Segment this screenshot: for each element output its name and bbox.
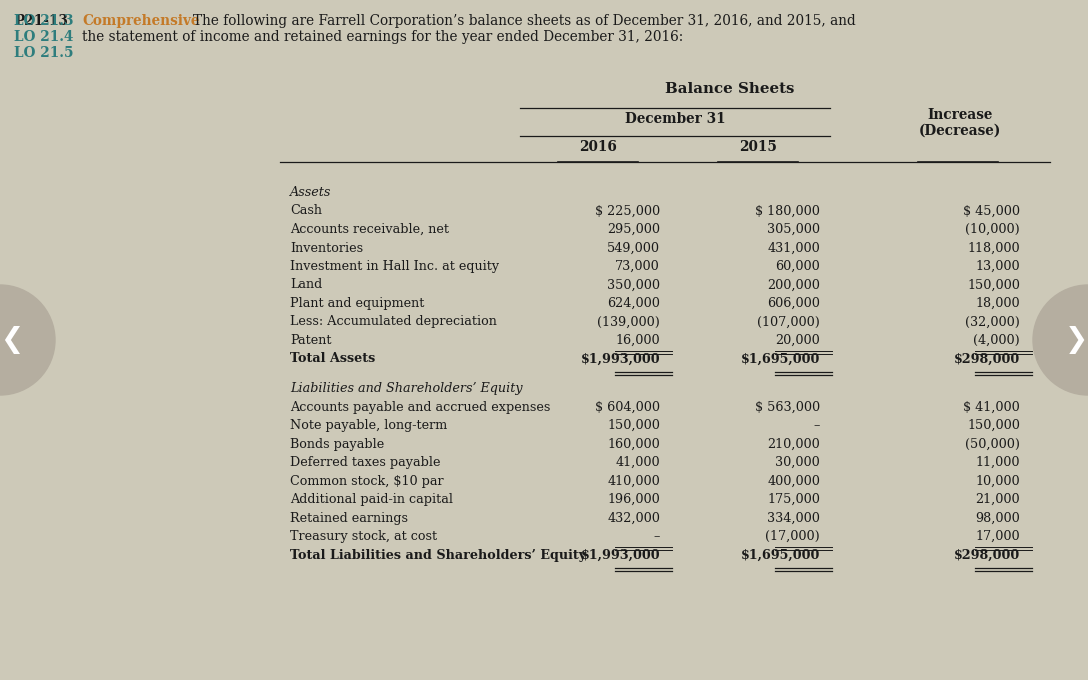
Text: –: – — [814, 419, 820, 432]
Text: 13,000: 13,000 — [975, 260, 1021, 273]
Text: 295,000: 295,000 — [607, 223, 660, 236]
Text: (4,000): (4,000) — [974, 334, 1021, 347]
Text: $1,993,000: $1,993,000 — [580, 352, 660, 366]
Text: Bonds payable: Bonds payable — [290, 438, 384, 451]
Text: $ 45,000: $ 45,000 — [963, 205, 1021, 218]
Text: (139,000): (139,000) — [597, 316, 660, 328]
Text: $ 225,000: $ 225,000 — [595, 205, 660, 218]
Text: Retained earnings: Retained earnings — [290, 511, 408, 524]
Text: 175,000: 175,000 — [767, 493, 820, 506]
Text: $298,000: $298,000 — [954, 352, 1021, 366]
Text: 150,000: 150,000 — [607, 419, 660, 432]
Text: (32,000): (32,000) — [965, 316, 1021, 328]
Text: 2015: 2015 — [739, 140, 777, 154]
Text: 350,000: 350,000 — [607, 279, 660, 292]
Text: 16,000: 16,000 — [616, 334, 660, 347]
Text: 160,000: 160,000 — [607, 438, 660, 451]
Text: $ 604,000: $ 604,000 — [595, 401, 660, 413]
Text: ❮: ❮ — [0, 326, 24, 354]
Text: Less: Accumulated depreciation: Less: Accumulated depreciation — [290, 316, 497, 328]
Text: 334,000: 334,000 — [767, 511, 820, 524]
Text: 200,000: 200,000 — [767, 279, 820, 292]
Text: 17,000: 17,000 — [975, 530, 1021, 543]
Text: Deferred taxes payable: Deferred taxes payable — [290, 456, 441, 469]
Text: Investment in Hall Inc. at equity: Investment in Hall Inc. at equity — [290, 260, 499, 273]
Text: 606,000: 606,000 — [767, 297, 820, 310]
Text: (17,000): (17,000) — [765, 530, 820, 543]
Text: (50,000): (50,000) — [965, 438, 1021, 451]
Text: 549,000: 549,000 — [607, 241, 660, 254]
Text: 305,000: 305,000 — [767, 223, 820, 236]
Text: 196,000: 196,000 — [607, 493, 660, 506]
Text: $ 41,000: $ 41,000 — [963, 401, 1021, 413]
Text: 98,000: 98,000 — [975, 511, 1021, 524]
Text: 30,000: 30,000 — [776, 456, 820, 469]
Text: Treasury stock, at cost: Treasury stock, at cost — [290, 530, 437, 543]
Text: 432,000: 432,000 — [607, 511, 660, 524]
Text: Accounts receivable, net: Accounts receivable, net — [290, 223, 449, 236]
Text: Total Assets: Total Assets — [290, 352, 375, 366]
Text: 21,000: 21,000 — [975, 493, 1021, 506]
Text: 41,000: 41,000 — [616, 456, 660, 469]
Text: December 31: December 31 — [625, 112, 726, 126]
Text: Balance Sheets: Balance Sheets — [666, 82, 794, 96]
Text: Inventories: Inventories — [290, 241, 363, 254]
Text: Comprehensive: Comprehensive — [82, 14, 199, 28]
Text: $1,695,000: $1,695,000 — [741, 549, 820, 562]
Text: 150,000: 150,000 — [967, 419, 1021, 432]
Text: (Decrease): (Decrease) — [919, 124, 1001, 138]
Text: 18,000: 18,000 — [975, 297, 1021, 310]
Text: $1,695,000: $1,695,000 — [741, 352, 820, 366]
Text: 10,000: 10,000 — [975, 475, 1021, 488]
Text: 73,000: 73,000 — [615, 260, 660, 273]
Text: Accounts payable and accrued expenses: Accounts payable and accrued expenses — [290, 401, 551, 413]
Text: ❯: ❯ — [1064, 326, 1088, 354]
Text: Note payable, long-term: Note payable, long-term — [290, 419, 447, 432]
Text: Patent: Patent — [290, 334, 332, 347]
Text: 11,000: 11,000 — [976, 456, 1021, 469]
Text: Liabilities and Shareholders’ Equity: Liabilities and Shareholders’ Equity — [290, 382, 522, 395]
Text: LO 21.4: LO 21.4 — [14, 30, 73, 44]
Circle shape — [0, 285, 55, 395]
Text: $ 180,000: $ 180,000 — [755, 205, 820, 218]
Text: $298,000: $298,000 — [954, 549, 1021, 562]
Text: 2016: 2016 — [579, 140, 617, 154]
Text: Plant and equipment: Plant and equipment — [290, 297, 424, 310]
Text: 118,000: 118,000 — [967, 241, 1021, 254]
Text: 210,000: 210,000 — [767, 438, 820, 451]
Text: Land: Land — [290, 279, 322, 292]
Text: Cash: Cash — [290, 205, 322, 218]
Text: $1,993,000: $1,993,000 — [580, 549, 660, 562]
Text: Common stock, $10 par: Common stock, $10 par — [290, 475, 444, 488]
Text: –: – — [654, 530, 660, 543]
Text: Increase: Increase — [927, 108, 992, 122]
Text: 400,000: 400,000 — [767, 475, 820, 488]
Text: the statement of income and retained earnings for the year ended December 31, 20: the statement of income and retained ear… — [82, 30, 683, 44]
Text: 150,000: 150,000 — [967, 279, 1021, 292]
Text: 431,000: 431,000 — [767, 241, 820, 254]
Text: LO 21.3: LO 21.3 — [14, 14, 74, 28]
Text: Total Liabilities and Shareholders’ Equity: Total Liabilities and Shareholders’ Equi… — [290, 549, 586, 562]
Text: Additional paid-in capital: Additional paid-in capital — [290, 493, 453, 506]
Text: 624,000: 624,000 — [607, 297, 660, 310]
Text: P21-13: P21-13 — [14, 14, 67, 28]
Text: Assets: Assets — [290, 186, 332, 199]
Text: $ 563,000: $ 563,000 — [755, 401, 820, 413]
Circle shape — [1033, 285, 1088, 395]
Text: LO 21.5: LO 21.5 — [14, 46, 74, 60]
Text: (10,000): (10,000) — [965, 223, 1021, 236]
Text: 410,000: 410,000 — [607, 475, 660, 488]
Text: (107,000): (107,000) — [757, 316, 820, 328]
Text: 20,000: 20,000 — [776, 334, 820, 347]
Text: 60,000: 60,000 — [776, 260, 820, 273]
Text: The following are Farrell Corporation’s balance sheets as of December 31, 2016, : The following are Farrell Corporation’s … — [193, 14, 856, 28]
